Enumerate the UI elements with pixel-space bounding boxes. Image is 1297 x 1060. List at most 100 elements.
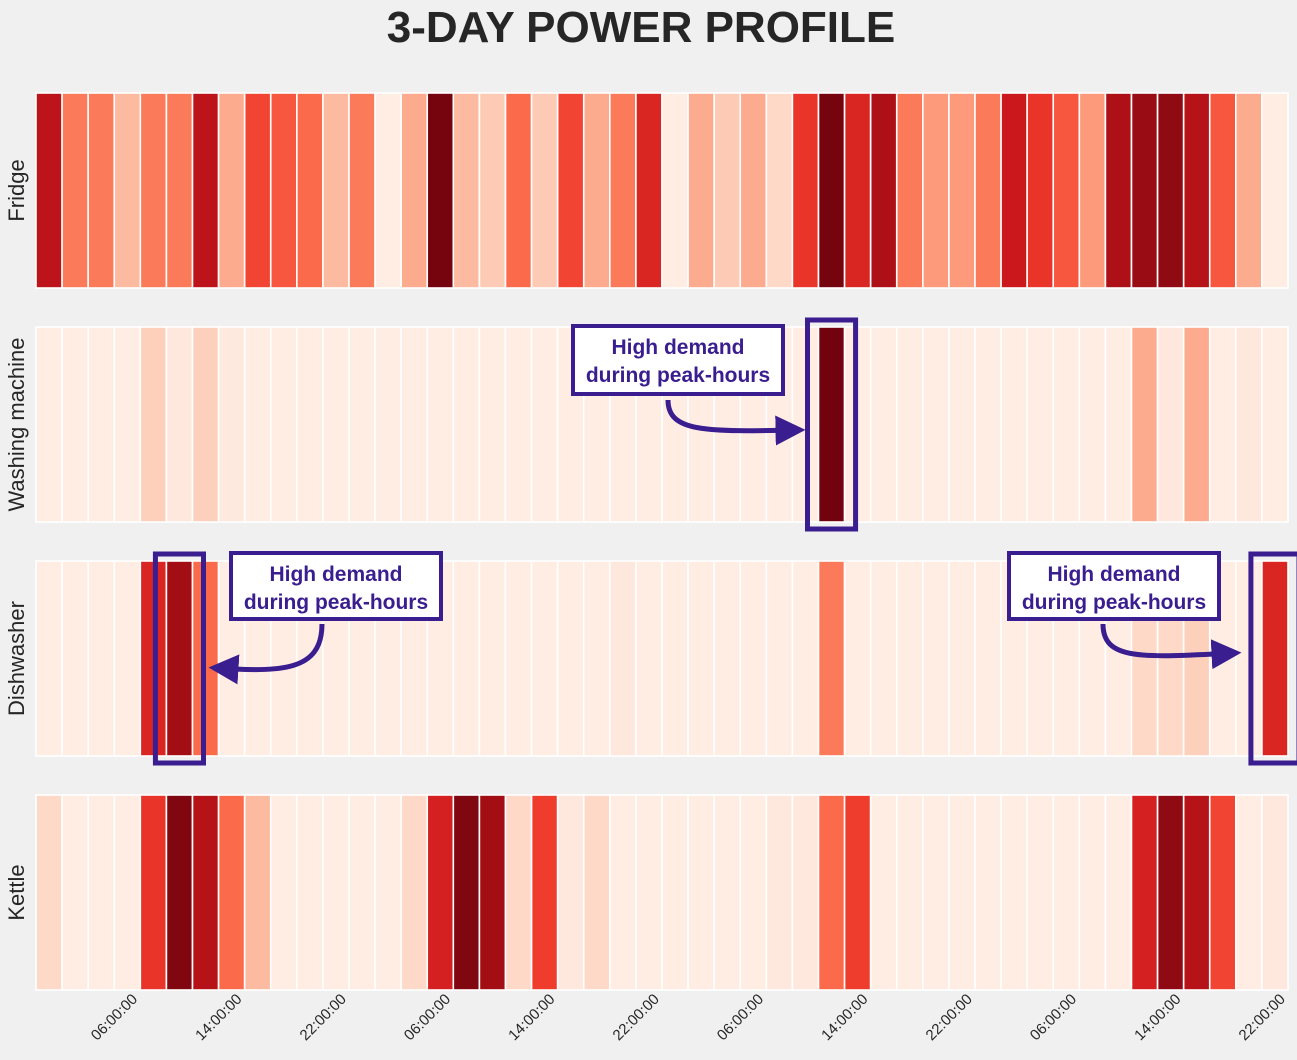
heat-cell xyxy=(166,795,192,990)
heat-cell xyxy=(349,327,375,522)
heat-cell xyxy=(1262,93,1288,288)
heat-cell xyxy=(36,93,62,288)
heat-cell xyxy=(219,327,245,522)
heat-cell xyxy=(792,561,818,756)
heat-cell xyxy=(1210,93,1236,288)
heat-cell xyxy=(1053,327,1079,522)
heat-cell xyxy=(453,561,479,756)
heat-cell xyxy=(792,93,818,288)
heat-cell xyxy=(1105,93,1131,288)
heat-cell xyxy=(923,795,949,990)
heatmap-row-0: Fridge xyxy=(4,93,1288,288)
heat-cell xyxy=(871,795,897,990)
heat-cell xyxy=(62,327,88,522)
heat-cell xyxy=(584,561,610,756)
heat-cell xyxy=(897,327,923,522)
heat-cell xyxy=(923,561,949,756)
heat-cell xyxy=(166,93,192,288)
heat-cell xyxy=(427,795,453,990)
heat-cell xyxy=(688,561,714,756)
heat-cell xyxy=(88,93,114,288)
callout-text: High demand xyxy=(611,336,744,359)
heat-cell xyxy=(819,93,845,288)
heat-cell xyxy=(610,561,636,756)
heat-cell xyxy=(1001,93,1027,288)
heat-cell xyxy=(323,327,349,522)
heat-cell xyxy=(114,561,140,756)
heat-cell xyxy=(845,561,871,756)
heat-cell xyxy=(584,93,610,288)
callout-text: High demand xyxy=(1047,563,1180,586)
heat-cell xyxy=(297,93,323,288)
heat-cell xyxy=(897,795,923,990)
heat-cell xyxy=(1105,795,1131,990)
callout-text: during peak-hours xyxy=(1022,591,1206,614)
row-label: Dishwasher xyxy=(4,601,29,716)
heat-cell xyxy=(193,93,219,288)
heat-cell xyxy=(88,795,114,990)
x-tick-label: 14:00:00 xyxy=(818,991,871,1044)
x-tick-label: 22:00:00 xyxy=(297,991,350,1044)
heat-cell xyxy=(1236,93,1262,288)
heat-cell xyxy=(1132,795,1158,990)
heat-cell xyxy=(610,93,636,288)
heat-cell xyxy=(1262,561,1288,756)
heat-cell xyxy=(479,93,505,288)
heat-cell xyxy=(1079,93,1105,288)
heat-cell xyxy=(297,327,323,522)
x-tick-label: 06:00:00 xyxy=(714,991,767,1044)
x-tick-label: 22:00:00 xyxy=(1236,991,1289,1044)
heat-cell xyxy=(845,93,871,288)
heat-cell xyxy=(401,327,427,522)
heat-cell xyxy=(558,795,584,990)
heat-cell xyxy=(923,327,949,522)
heat-cell xyxy=(114,93,140,288)
heat-cell xyxy=(1001,795,1027,990)
heat-cell xyxy=(636,93,662,288)
heat-cell xyxy=(1184,93,1210,288)
heat-cell xyxy=(766,795,792,990)
heat-cell xyxy=(792,795,818,990)
heat-cell xyxy=(114,795,140,990)
heat-cell xyxy=(1158,327,1184,522)
heat-cell xyxy=(975,327,1001,522)
heat-cell xyxy=(975,93,1001,288)
heat-cell xyxy=(193,327,219,522)
heat-cell xyxy=(62,93,88,288)
heat-cell xyxy=(584,795,610,990)
heat-cell xyxy=(219,93,245,288)
x-tick-label: 22:00:00 xyxy=(923,991,976,1044)
heat-cell xyxy=(558,561,584,756)
heat-cell xyxy=(36,561,62,756)
heat-cell xyxy=(88,561,114,756)
chart-title: 3-DAY POWER PROFILE xyxy=(387,3,896,52)
heat-cell xyxy=(401,93,427,288)
heat-cell xyxy=(453,93,479,288)
heat-cell xyxy=(1210,795,1236,990)
heat-cell xyxy=(1001,327,1027,522)
heat-cell xyxy=(1053,795,1079,990)
heatmap-rows: Fridge Washing machine Dishwasher Kettle xyxy=(4,93,1288,990)
heat-cell xyxy=(871,561,897,756)
heat-cell xyxy=(349,93,375,288)
heat-cell xyxy=(245,93,271,288)
heat-cell xyxy=(166,561,192,756)
x-tick-label: 14:00:00 xyxy=(1131,991,1184,1044)
heat-cell xyxy=(871,93,897,288)
heat-cell xyxy=(427,327,453,522)
heat-cell xyxy=(36,795,62,990)
x-tick-label: 06:00:00 xyxy=(1027,991,1080,1044)
heat-cell xyxy=(479,561,505,756)
heat-cell xyxy=(271,795,297,990)
heatmap-row-3: Kettle xyxy=(4,795,1288,990)
heat-cell xyxy=(1053,93,1079,288)
heat-cell xyxy=(949,93,975,288)
x-tick-label: 14:00:00 xyxy=(505,991,558,1044)
heat-cell xyxy=(714,795,740,990)
heat-cell xyxy=(740,561,766,756)
heat-cell xyxy=(140,93,166,288)
heat-cell xyxy=(688,93,714,288)
heat-cell xyxy=(558,93,584,288)
heat-cell xyxy=(506,561,532,756)
heat-cell xyxy=(166,327,192,522)
